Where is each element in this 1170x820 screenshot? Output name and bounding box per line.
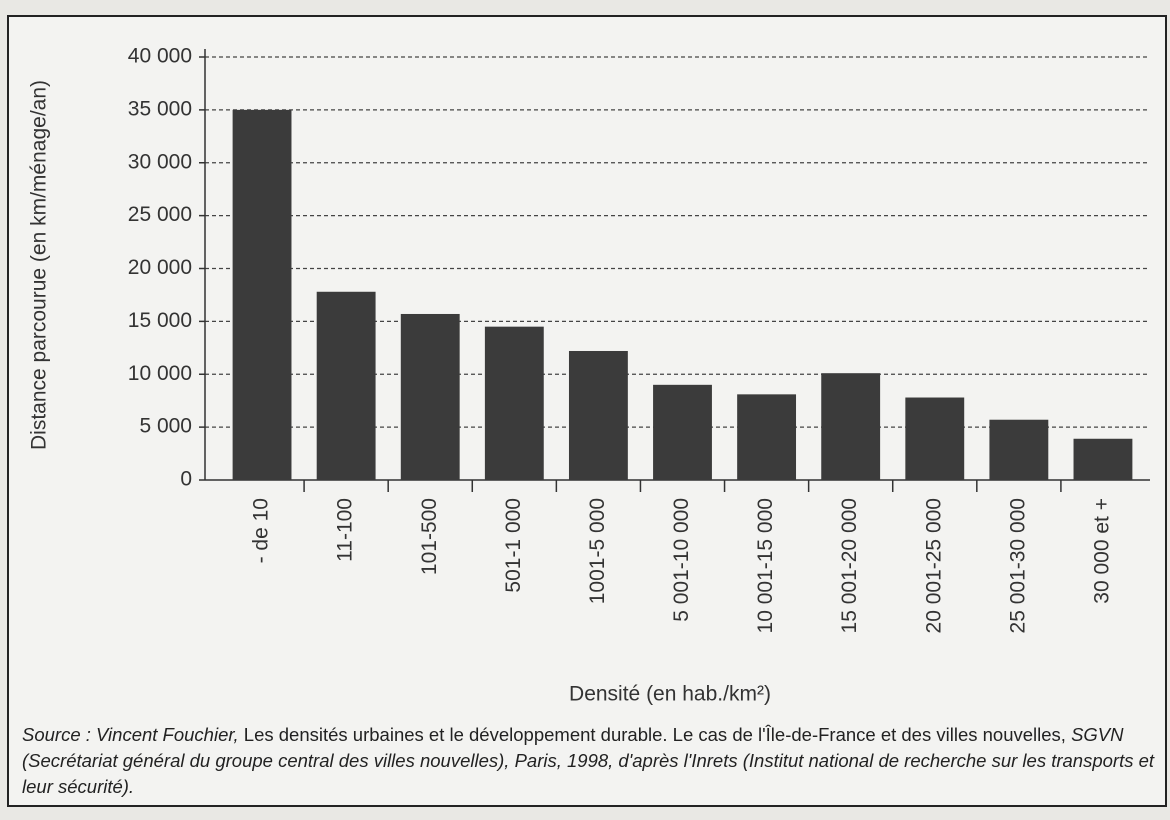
x-tick-label: 101-500	[418, 498, 441, 575]
x-axis-title: Densité (en hab./km²)	[569, 683, 771, 706]
x-tick-label: - de 10	[250, 498, 273, 563]
y-tick-label: 0	[180, 468, 192, 491]
source-author: Source : Vincent Fouchier,	[22, 724, 239, 745]
x-tick-label: 11-100	[334, 498, 357, 562]
x-tick-label: 5 001-10 000	[670, 498, 693, 622]
bar	[989, 419, 1049, 480]
bar	[316, 291, 376, 480]
source-publisher: SGVN (Secrétariat général du groupe cent…	[22, 724, 1155, 797]
x-tick-label: 10 001-15 000	[754, 498, 777, 633]
bar	[821, 373, 881, 480]
x-tick-label: 20 001-25 000	[922, 498, 945, 633]
y-axis-title: Distance parcourue (en km/ménage/an)	[28, 80, 51, 450]
bar	[737, 394, 797, 480]
bar	[232, 109, 292, 480]
source-title: Les densités urbaines et le développemen…	[243, 724, 1066, 745]
y-tick-label: 25 000	[128, 203, 192, 226]
bar	[905, 397, 965, 480]
bar	[1073, 438, 1133, 480]
y-tick-label: 10 000	[128, 362, 192, 385]
x-tick-label: 25 001-30 000	[1006, 498, 1029, 633]
bar	[653, 384, 712, 480]
x-tick-label: 1001-5 000	[586, 498, 609, 604]
y-tick-label: 5 000	[139, 415, 192, 438]
bar	[400, 313, 460, 480]
y-tick-label: 15 000	[128, 309, 192, 332]
x-tick-label: 30 000 et +	[1091, 498, 1114, 604]
y-tick-label: 35 000	[128, 97, 192, 120]
y-tick-label: 20 000	[128, 256, 192, 279]
bar	[484, 326, 544, 480]
bar	[568, 350, 628, 480]
source-note: Source : Vincent Fouchier, Les densités …	[22, 722, 1157, 800]
x-tick-label: 15 001-20 000	[838, 498, 861, 633]
x-tick-label: 501-1 000	[502, 498, 525, 593]
y-tick-label: 40 000	[128, 45, 192, 68]
y-tick-label: 30 000	[128, 150, 192, 173]
